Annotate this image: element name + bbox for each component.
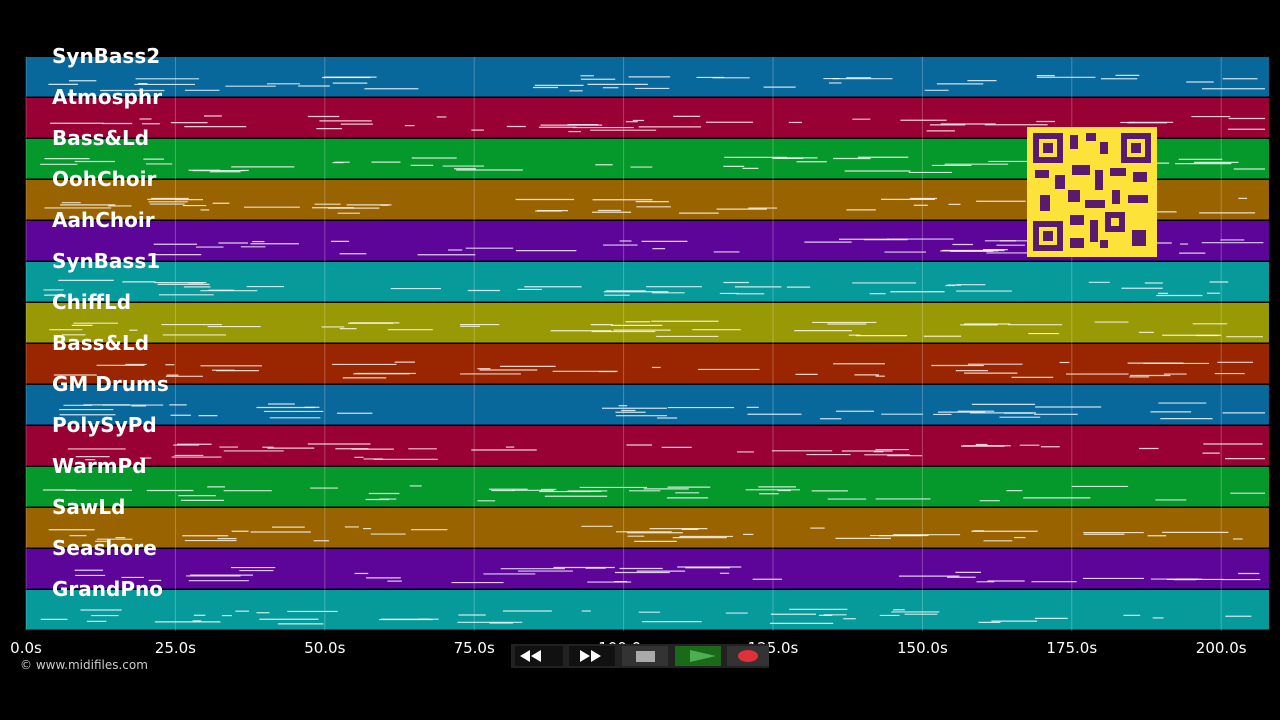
rewind-button[interactable] xyxy=(515,646,563,666)
track-name: AahChoir xyxy=(52,208,155,232)
track-band xyxy=(26,344,1269,384)
track-name: GM Drums xyxy=(52,372,169,396)
watermark: © www.midifiles.com xyxy=(20,658,148,672)
track-name: Bass&Ld xyxy=(52,331,149,355)
tick-label: 175.0s xyxy=(1046,639,1097,657)
track-name: OohChoir xyxy=(52,167,156,191)
tick-label: 0.0s xyxy=(10,639,42,657)
track-band xyxy=(26,385,1269,425)
track-name: GrandPno xyxy=(52,577,163,601)
track-band xyxy=(26,262,1269,302)
qr-code xyxy=(1027,127,1157,257)
track-name: SynBass2 xyxy=(52,44,160,68)
track-band xyxy=(26,590,1269,630)
track-name: ChiffLd xyxy=(52,290,131,314)
track-name: WarmPd xyxy=(52,454,147,478)
stop-button[interactable] xyxy=(622,646,668,666)
notes xyxy=(40,74,1265,625)
play-button[interactable] xyxy=(675,646,721,666)
track-name: Bass&Ld xyxy=(52,126,149,150)
track-band xyxy=(26,426,1269,466)
tick-label: 150.0s xyxy=(897,639,948,657)
record-button[interactable] xyxy=(727,646,769,666)
track-name: SawLd xyxy=(52,495,125,519)
track-labels: SynBass2 Atmosphr Bass&Ld OohChoir AahChoir S… xyxy=(52,44,169,601)
time-grid xyxy=(25,57,1222,631)
track-band xyxy=(26,467,1269,507)
tick-label: 25.0s xyxy=(155,639,196,657)
track-name: SynBass1 xyxy=(52,249,160,273)
tick-label: 200.0s xyxy=(1196,639,1247,657)
track-band xyxy=(26,303,1269,343)
tick-label: 75.0s xyxy=(454,639,495,657)
track-name: Seashore xyxy=(52,536,157,560)
transport-controls xyxy=(511,644,769,668)
track-name: PolySyPd xyxy=(52,413,157,437)
track-name: Atmosphr xyxy=(52,85,162,109)
tick-label: 50.0s xyxy=(304,639,345,657)
fast-forward-button[interactable] xyxy=(569,646,615,666)
